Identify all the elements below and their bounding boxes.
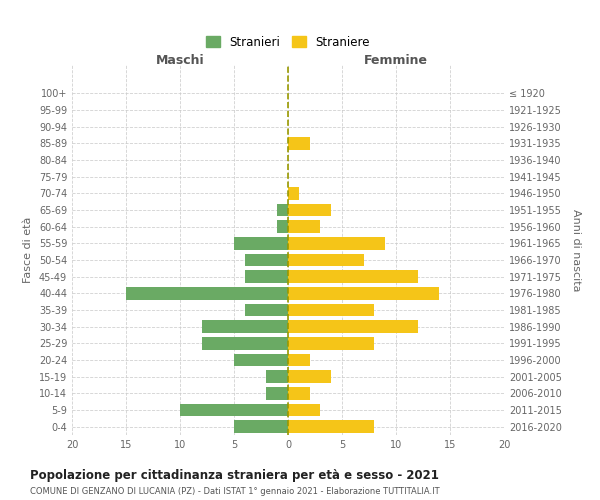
Bar — [288, 254, 364, 266]
Bar — [288, 354, 310, 366]
Bar — [288, 287, 439, 300]
Bar — [288, 270, 418, 283]
Bar — [288, 337, 374, 349]
Bar — [266, 370, 288, 383]
Text: Maschi: Maschi — [155, 54, 205, 68]
Text: Femmine: Femmine — [364, 54, 428, 68]
Bar — [234, 420, 288, 433]
Y-axis label: Fasce di età: Fasce di età — [23, 217, 33, 283]
Bar — [288, 237, 385, 250]
Bar — [202, 320, 288, 333]
Bar — [245, 304, 288, 316]
Bar — [288, 370, 331, 383]
Bar — [245, 270, 288, 283]
Bar — [288, 137, 310, 149]
Bar — [234, 237, 288, 250]
Bar — [234, 354, 288, 366]
Bar — [245, 254, 288, 266]
Bar — [277, 220, 288, 233]
Bar — [288, 420, 374, 433]
Bar — [126, 287, 288, 300]
Bar — [288, 187, 299, 200]
Bar — [288, 220, 320, 233]
Bar — [288, 404, 320, 416]
Bar — [288, 320, 418, 333]
Bar — [288, 304, 374, 316]
Bar — [288, 387, 310, 400]
Legend: Stranieri, Straniere: Stranieri, Straniere — [202, 32, 374, 52]
Text: COMUNE DI GENZANO DI LUCANIA (PZ) - Dati ISTAT 1° gennaio 2021 - Elaborazione TU: COMUNE DI GENZANO DI LUCANIA (PZ) - Dati… — [30, 488, 440, 496]
Bar — [277, 204, 288, 216]
Bar — [288, 204, 331, 216]
Bar — [180, 404, 288, 416]
Y-axis label: Anni di nascita: Anni di nascita — [571, 209, 581, 291]
Text: Popolazione per cittadinanza straniera per età e sesso - 2021: Popolazione per cittadinanza straniera p… — [30, 469, 439, 482]
Bar — [202, 337, 288, 349]
Bar — [266, 387, 288, 400]
